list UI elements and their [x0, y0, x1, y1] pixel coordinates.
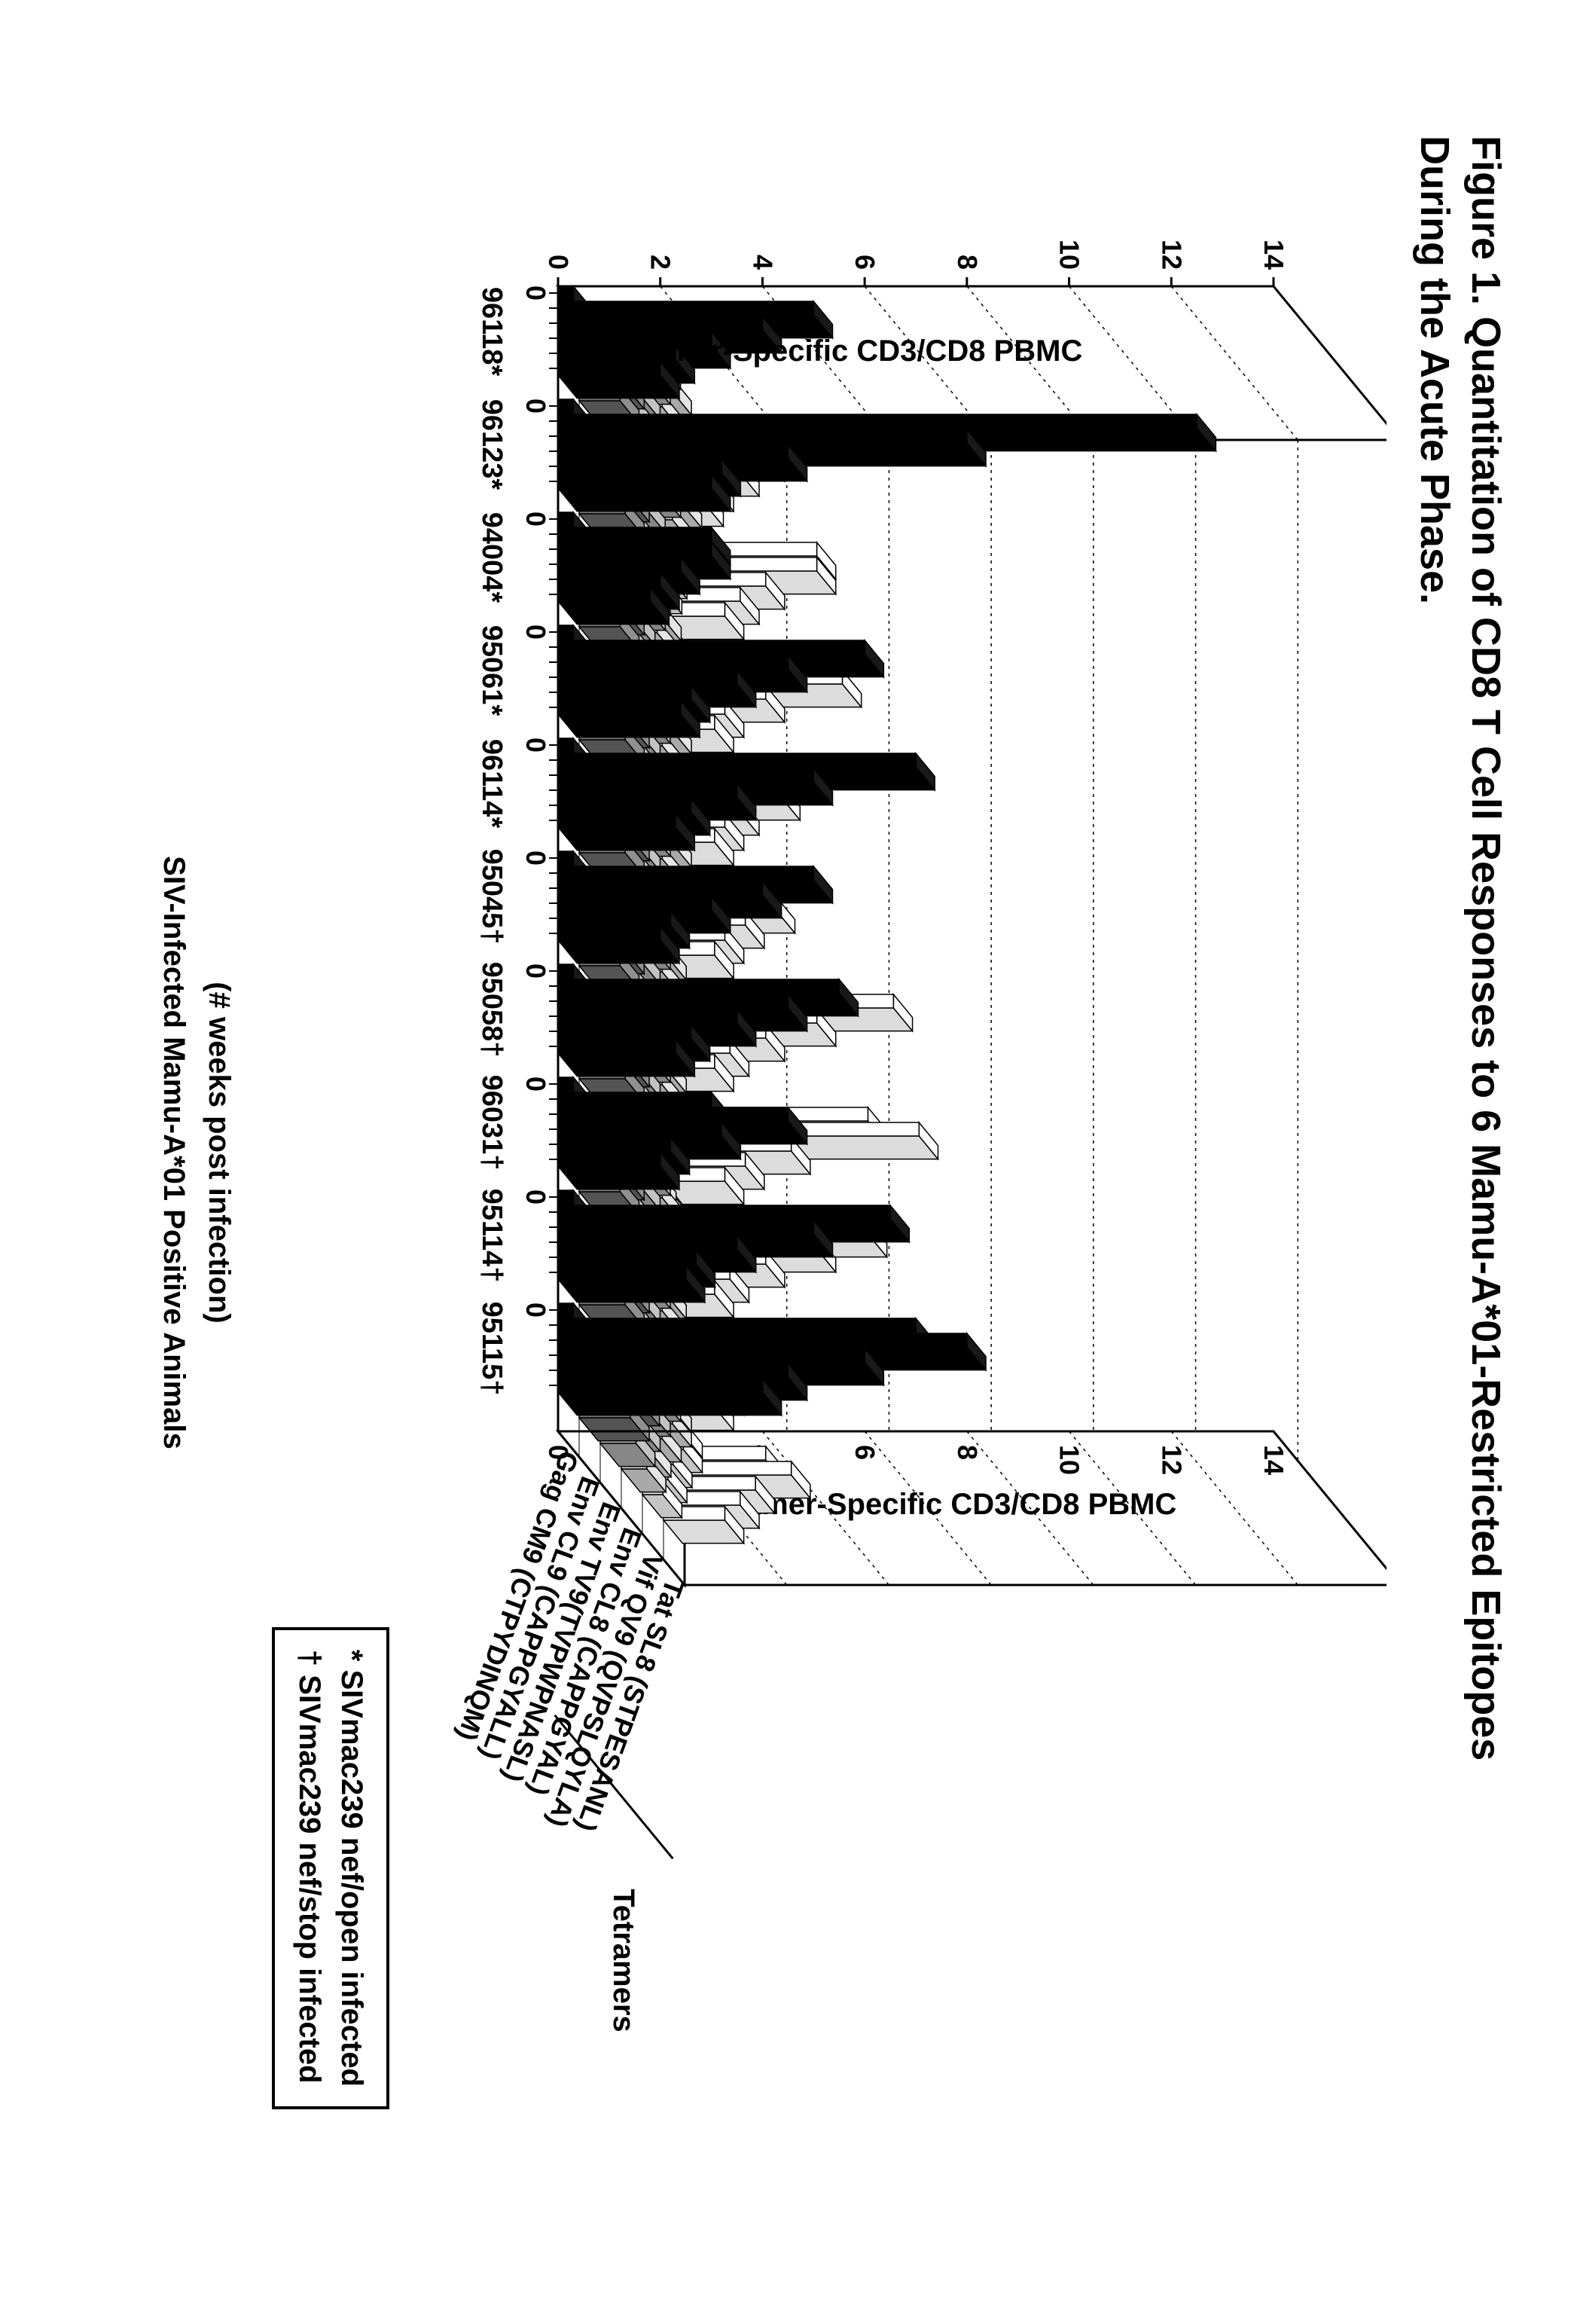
svg-text:96114*: 96114*: [476, 739, 508, 829]
figure-title-2: During the Acute Phase.: [1413, 136, 1458, 604]
figure-title-1: Figure 1. Quantitation of CD8 T Cell Res…: [1463, 136, 1508, 1761]
svg-text:96123*: 96123*: [476, 399, 508, 490]
svg-text:95058†: 95058†: [476, 962, 508, 1058]
footnote-1: * SIVmac239 nef/open infected: [331, 1650, 373, 2087]
svg-text:95114†: 95114†: [476, 1189, 508, 1283]
svg-text:95115†: 95115†: [476, 1302, 508, 1396]
svg-text:6: 6: [850, 1445, 880, 1460]
svg-text:0: 0: [520, 512, 551, 527]
svg-text:94004*: 94004*: [476, 512, 508, 603]
svg-text:10: 10: [1054, 240, 1085, 270]
svg-text:0: 0: [520, 963, 551, 979]
svg-text:0: 0: [520, 1189, 551, 1205]
svg-text:14: 14: [1258, 240, 1289, 270]
svg-text:0: 0: [520, 1076, 551, 1092]
chart-3d-bar: 0 2 4 6 8 10 12 14 % Tetramer-Specific CD3/CD8 P…: [257, 136, 1386, 2170]
svg-text:10: 10: [1054, 1445, 1085, 1475]
footnote-2: † SIVmac239 nef/stop infected: [288, 1650, 331, 2087]
svg-text:95061*: 95061*: [476, 625, 508, 716]
svg-text:14: 14: [1258, 1445, 1289, 1475]
svg-text:0: 0: [520, 286, 551, 301]
svg-text:0: 0: [520, 738, 551, 753]
svg-text:0: 0: [520, 851, 551, 866]
svg-text:4: 4: [747, 255, 778, 270]
svg-text:96118*: 96118*: [476, 287, 508, 377]
svg-text:6: 6: [850, 255, 880, 270]
footnote-box: * SIVmac239 nef/open infected † SIVmac23…: [272, 1627, 389, 2109]
svg-text:Tetramers: Tetramers: [607, 1889, 640, 2032]
svg-text:8: 8: [952, 1445, 983, 1460]
y-axis-label-left: % Tetramer-Specific CD3/CD8 PBMC: [561, 334, 1083, 368]
svg-text:0: 0: [520, 625, 551, 640]
x-axis-sublabel-1: (# weeks post infection): [197, 136, 242, 2170]
svg-text:0: 0: [543, 255, 574, 270]
x-axis-sublabel-2: SIV-Infected Mamu-A*01 Positive Animals: [151, 136, 197, 2170]
svg-text:0: 0: [520, 1302, 551, 1318]
svg-text:95045†: 95045†: [476, 849, 508, 945]
svg-text:12: 12: [1156, 1445, 1187, 1475]
svg-text:96031†: 96031†: [476, 1075, 508, 1171]
svg-text:0: 0: [520, 399, 551, 414]
svg-text:12: 12: [1156, 240, 1187, 270]
svg-text:2: 2: [645, 255, 676, 270]
svg-text:8: 8: [952, 255, 983, 270]
